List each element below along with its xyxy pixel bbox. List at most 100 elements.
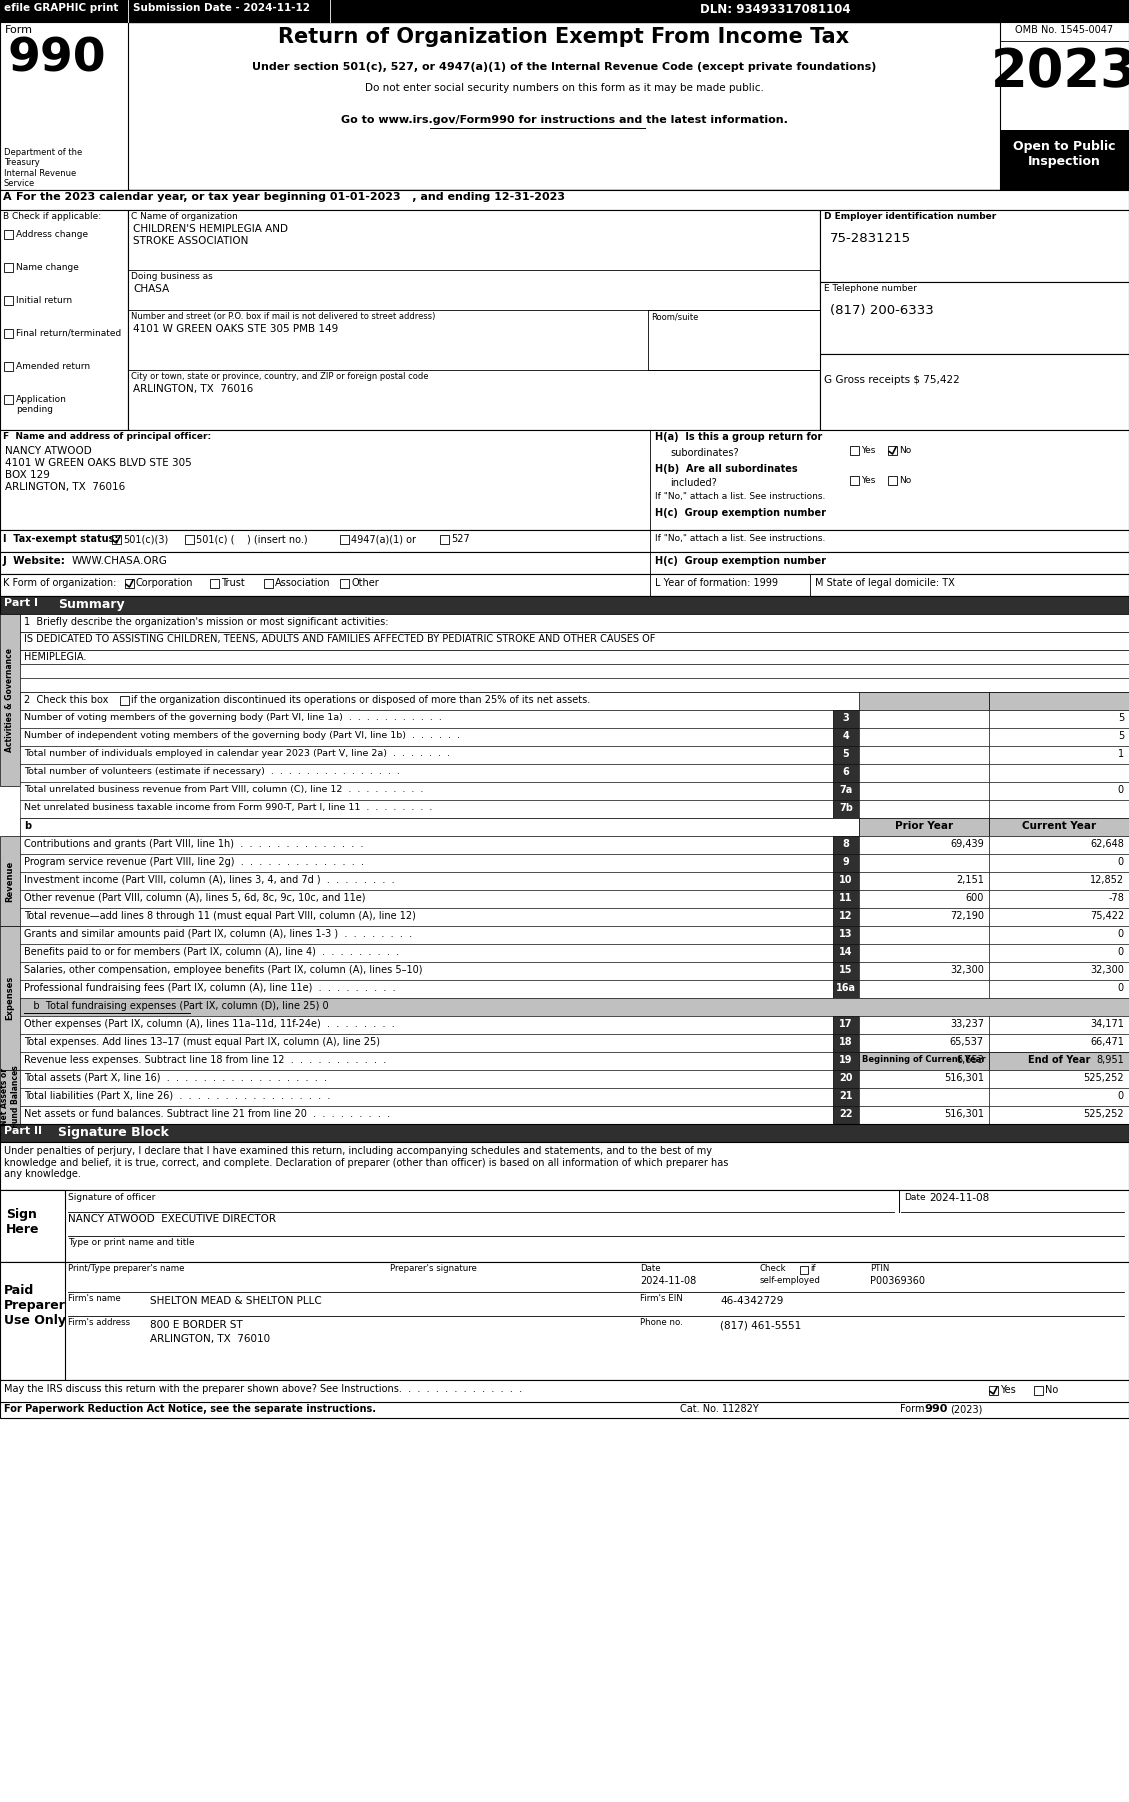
Bar: [20, 872, 833, 890]
Bar: [5, 395, 14, 404]
Bar: [1000, 22, 1129, 189]
Text: 6: 6: [842, 768, 849, 777]
Text: Print/Type preparer's name: Print/Type preparer's name: [68, 1263, 184, 1272]
Bar: [989, 926, 1129, 944]
Bar: [989, 800, 1129, 818]
Text: Firm's EIN: Firm's EIN: [640, 1294, 683, 1303]
Bar: [833, 764, 859, 782]
Bar: [989, 746, 1129, 764]
Text: Form: Form: [5, 25, 33, 34]
Bar: [833, 1016, 859, 1034]
Text: Check: Check: [760, 1263, 787, 1272]
Text: 527: 527: [450, 533, 470, 544]
Text: K Form of organization:: K Form of organization:: [3, 578, 116, 587]
Text: OMB No. 1545-0047: OMB No. 1545-0047: [1015, 25, 1113, 34]
Bar: [850, 476, 859, 485]
Bar: [833, 1052, 859, 1070]
Text: 15: 15: [839, 966, 852, 975]
Text: Total expenses. Add lines 13–17 (must equal Part IX, column (A), line 25): Total expenses. Add lines 13–17 (must eq…: [24, 1036, 380, 1047]
Text: P00369360: P00369360: [870, 1276, 925, 1287]
Bar: [20, 944, 833, 962]
Text: Go to www.irs.gov/Form990 for instructions and the latest information.: Go to www.irs.gov/Form990 for instructio…: [341, 115, 787, 124]
Text: Total liabilities (Part X, line 26)  .  .  .  .  .  .  .  .  .  .  .  .  .  .  .: Total liabilities (Part X, line 26) . . …: [24, 1090, 331, 1101]
Bar: [20, 854, 833, 872]
Bar: [0, 596, 1129, 614]
Text: 0: 0: [1118, 858, 1124, 867]
Bar: [20, 728, 833, 746]
Text: Total number of volunteers (estimate if necessary)  .  .  .  .  .  .  .  .  .  .: Total number of volunteers (estimate if …: [24, 768, 400, 777]
Bar: [20, 678, 1129, 692]
Text: Net unrelated business taxable income from Form 990-T, Part I, line 11  .  .  . : Net unrelated business taxable income fr…: [24, 804, 432, 813]
Text: 12,852: 12,852: [1089, 876, 1124, 885]
Text: 2  Check this box: 2 Check this box: [24, 696, 112, 705]
Bar: [5, 231, 14, 240]
Bar: [833, 782, 859, 800]
Bar: [0, 575, 1129, 596]
Text: 2024-11-08: 2024-11-08: [640, 1276, 697, 1287]
Bar: [859, 800, 989, 818]
Text: Program service revenue (Part VIII, line 2g)  .  .  .  .  .  .  .  .  .  .  .  .: Program service revenue (Part VIII, line…: [24, 858, 364, 867]
Text: C Name of organization: C Name of organization: [131, 213, 238, 222]
Bar: [833, 908, 859, 926]
Bar: [833, 890, 859, 908]
Text: 32,300: 32,300: [1091, 966, 1124, 975]
Text: E Telephone number: E Telephone number: [824, 285, 917, 294]
Text: (2023): (2023): [949, 1404, 982, 1415]
Bar: [820, 211, 1129, 281]
Text: Total assets (Part X, line 16)  .  .  .  .  .  .  .  .  .  .  .  .  .  .  .  .  : Total assets (Part X, line 16) . . . . .…: [24, 1072, 327, 1083]
Text: Yes: Yes: [861, 476, 875, 485]
Bar: [5, 296, 14, 305]
Text: Grants and similar amounts paid (Part IX, column (A), lines 1-3 )  .  .  .  .  .: Grants and similar amounts paid (Part IX…: [24, 930, 412, 939]
Text: b: b: [24, 822, 32, 831]
Text: 19: 19: [839, 1054, 852, 1065]
Text: Number of independent voting members of the governing body (Part VI, line 1b)  .: Number of independent voting members of …: [24, 732, 460, 741]
Bar: [859, 944, 989, 962]
Bar: [833, 872, 859, 890]
Bar: [820, 353, 1129, 431]
Text: D Employer identification number: D Employer identification number: [824, 213, 996, 222]
Text: Activities & Governance: Activities & Governance: [6, 649, 15, 751]
Text: 4101 W GREEN OAKS STE 305 PMB 149: 4101 W GREEN OAKS STE 305 PMB 149: [133, 324, 339, 333]
Text: Yes: Yes: [1000, 1386, 1016, 1395]
Text: 0: 0: [1118, 930, 1124, 939]
Text: 990: 990: [8, 36, 106, 81]
Text: G Gross receipts $ 75,422: G Gross receipts $ 75,422: [824, 375, 960, 386]
Text: End of Year: End of Year: [1027, 1054, 1091, 1065]
Text: 1  Briefly describe the organization's mission or most significant activities:: 1 Briefly describe the organization's mi…: [24, 616, 388, 627]
Text: 0: 0: [1118, 984, 1124, 993]
Text: 0: 0: [1118, 948, 1124, 957]
Bar: [989, 962, 1129, 980]
Bar: [112, 535, 121, 544]
Bar: [989, 854, 1129, 872]
Bar: [859, 854, 989, 872]
Bar: [859, 710, 989, 728]
Text: ARLINGTON, TX  76016: ARLINGTON, TX 76016: [5, 481, 125, 492]
Text: If "No," attach a list. See instructions.: If "No," attach a list. See instructions…: [655, 533, 825, 542]
Text: City or town, state or province, country, and ZIP or foreign postal code: City or town, state or province, country…: [131, 371, 429, 380]
Text: 65,537: 65,537: [949, 1036, 984, 1047]
Bar: [20, 710, 833, 728]
Bar: [833, 962, 859, 980]
Bar: [859, 836, 989, 854]
Text: H(a)  Is this a group return for: H(a) Is this a group return for: [655, 432, 822, 441]
Text: 7b: 7b: [839, 804, 852, 813]
Bar: [0, 1070, 20, 1124]
Bar: [859, 1016, 989, 1034]
Text: 5: 5: [1118, 714, 1124, 723]
Text: Form: Form: [900, 1404, 925, 1415]
Text: BOX 129: BOX 129: [5, 470, 50, 479]
Text: 4101 W GREEN OAKS BLVD STE 305: 4101 W GREEN OAKS BLVD STE 305: [5, 458, 192, 469]
Text: 525,252: 525,252: [1084, 1108, 1124, 1119]
Text: 14: 14: [839, 948, 852, 957]
Text: 75-2831215: 75-2831215: [830, 232, 911, 245]
Text: 3: 3: [842, 714, 849, 723]
Text: Firm's address: Firm's address: [68, 1317, 130, 1326]
Bar: [889, 447, 898, 454]
Text: 22: 22: [839, 1108, 852, 1119]
Text: Salaries, other compensation, employee benefits (Part IX, column (A), lines 5–10: Salaries, other compensation, employee b…: [24, 966, 422, 975]
Text: WWW.CHASA.ORG: WWW.CHASA.ORG: [72, 557, 168, 566]
Text: 990: 990: [924, 1404, 947, 1415]
Text: Phone no.: Phone no.: [640, 1317, 683, 1326]
Text: 32,300: 32,300: [951, 966, 984, 975]
Bar: [0, 614, 20, 786]
